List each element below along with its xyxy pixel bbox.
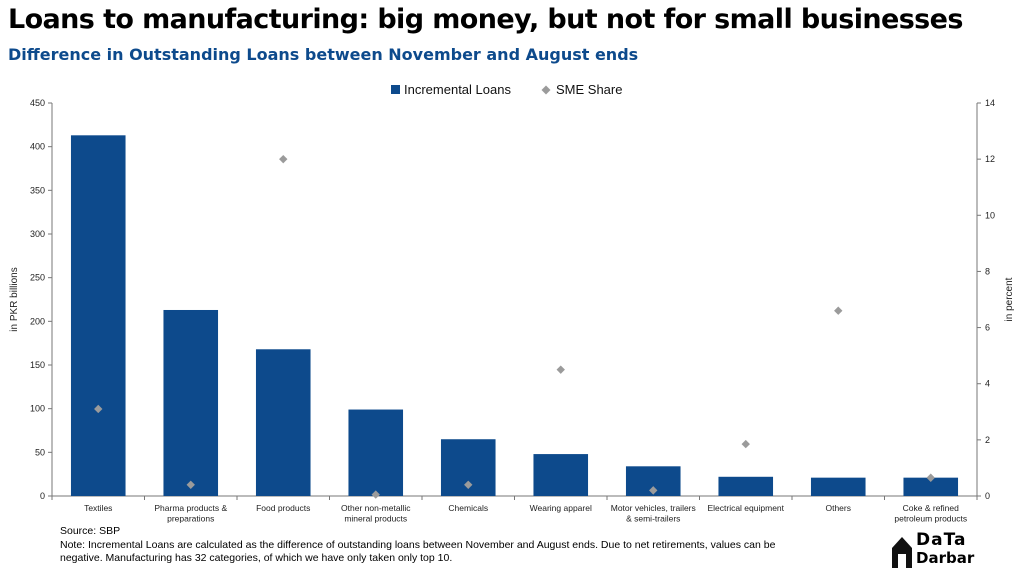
- y-tick-label-right: 2: [985, 435, 990, 445]
- chart-subtitle: Difference in Outstanding Loans between …: [8, 45, 639, 64]
- sme-share-point: [94, 404, 103, 414]
- x-tick-label: Electrical equipment: [707, 503, 784, 513]
- x-tick-label: & semi-trailers: [626, 514, 680, 524]
- y-tick-label-right: 12: [985, 154, 995, 164]
- y-tick-label-right: 6: [985, 323, 990, 333]
- x-tick-label: mineral products: [344, 514, 407, 524]
- y-tick-label-left: 350: [30, 185, 45, 195]
- bar: [718, 476, 774, 496]
- legend-label-bar: Incremental Loans: [404, 82, 511, 97]
- x-tick-label: petroleum products: [894, 514, 967, 524]
- x-tick-label: Others: [825, 503, 851, 513]
- y-tick-label-right: 0: [985, 491, 990, 501]
- y-axis-title-left: in PKR billions: [9, 267, 20, 331]
- x-tick-label: Coke & refined: [903, 503, 959, 513]
- sme-share-point: [556, 365, 565, 374]
- sme-share-point: [926, 473, 935, 482]
- legend-label-point: SME Share: [556, 82, 622, 97]
- y-tick-label-right: 4: [985, 379, 990, 389]
- legend-swatch-point: [541, 85, 551, 95]
- y-tick-label-right: 10: [985, 210, 995, 220]
- y-tick-label-right: 14: [985, 98, 995, 108]
- y-tick-label-left: 200: [30, 316, 45, 326]
- legend-swatch-bar: [391, 85, 400, 94]
- methodology-note: Note: Incremental Loans are calculated a…: [60, 539, 776, 564]
- y-tick-label-left: 450: [30, 98, 45, 108]
- chart-title: Loans to manufacturing: big money, but n…: [8, 4, 963, 35]
- x-tick-label: Other non-metallic: [341, 503, 411, 513]
- y-tick-label-left: 100: [30, 404, 45, 414]
- bar: [810, 477, 866, 496]
- y-tick-label-left: 300: [30, 229, 45, 239]
- y-tick-label-right: 8: [985, 266, 990, 276]
- y-tick-label-left: 150: [30, 360, 45, 370]
- sme-share-point: [464, 480, 473, 489]
- x-tick-label: Motor vehicles, trailers: [611, 503, 696, 513]
- sme-share-point: [371, 490, 380, 499]
- logo-text-bottom: Darbar: [916, 549, 975, 567]
- bar: [348, 409, 404, 496]
- y-axis-title-right: in percent: [1004, 277, 1015, 321]
- logo-text-top: DaTa: [916, 530, 967, 550]
- y-tick-label-left: 400: [30, 142, 45, 152]
- bar: [533, 454, 589, 496]
- sme-share-point: [279, 154, 288, 164]
- y-tick-label-left: 50: [35, 447, 45, 457]
- y-tick-label-left: 0: [40, 491, 45, 501]
- brand-logo: DaTa Darbar: [888, 530, 988, 570]
- x-tick-label: Textiles: [84, 503, 112, 513]
- bar: [903, 477, 959, 496]
- x-tick-label: Food products: [256, 503, 310, 513]
- bar: [255, 349, 311, 496]
- x-tick-label: Pharma products &: [154, 503, 227, 513]
- house-icon: [892, 537, 912, 568]
- sme-share-point: [649, 486, 658, 495]
- sme-share-point: [834, 306, 843, 315]
- x-tick-label: Wearing apparel: [530, 503, 592, 513]
- x-tick-label: preparations: [167, 514, 214, 524]
- bar: [163, 309, 219, 496]
- sme-share-point: [741, 439, 750, 449]
- sme-share-point: [186, 480, 195, 489]
- source-note: Source: SBP: [60, 525, 121, 537]
- bar: [70, 135, 126, 496]
- y-tick-label-left: 250: [30, 273, 45, 283]
- x-tick-label: Chemicals: [448, 503, 488, 513]
